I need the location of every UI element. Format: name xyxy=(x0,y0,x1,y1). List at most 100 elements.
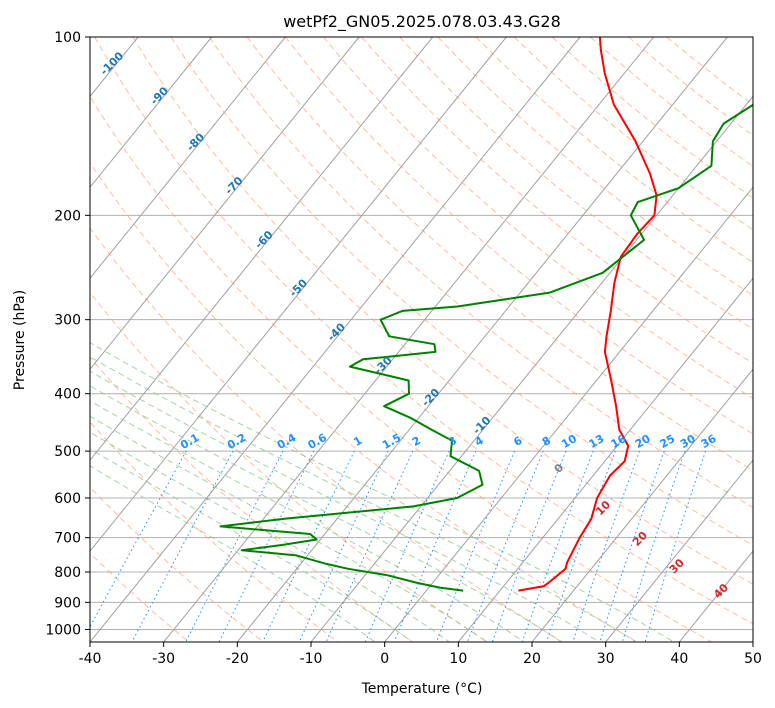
mixing-ratio-lines xyxy=(90,450,706,642)
mixing-ratio-label: 0.6 xyxy=(306,431,330,452)
moist-adiabat xyxy=(90,431,450,642)
dry-adiabat xyxy=(90,95,712,642)
isotherm-label: -50 xyxy=(287,276,310,299)
dry-adiabat xyxy=(437,37,753,297)
mixing-ratio-label: 6 xyxy=(511,434,524,449)
isotherm xyxy=(236,37,728,642)
y-tick-label: 600 xyxy=(54,491,81,507)
x-tick-label: 20 xyxy=(523,651,541,667)
dry-adiabat xyxy=(361,37,753,365)
mixing-ratio-label: 13 xyxy=(587,432,607,451)
moist-adiabat xyxy=(90,385,562,642)
mixing-ratio-label: 25 xyxy=(658,432,678,451)
chart-title: wetPf2_GN05.2025.078.03.43.G28 xyxy=(283,12,561,32)
dry-adiabat xyxy=(170,37,753,546)
isotherm xyxy=(90,37,213,189)
y-tick-label: 900 xyxy=(54,595,81,611)
y-tick-label: 200 xyxy=(54,208,81,224)
mixing-ratio-line xyxy=(90,450,187,628)
x-tick-label: 50 xyxy=(744,651,762,667)
isotherm xyxy=(90,37,581,642)
isotherm-label: -90 xyxy=(148,84,171,107)
isotherm-label: -70 xyxy=(222,174,245,197)
isotherm xyxy=(310,95,753,642)
dry-adiabat xyxy=(90,161,638,642)
dry-adiabat xyxy=(90,486,264,642)
mixing-ratio-line xyxy=(644,450,706,642)
dewpoint-line xyxy=(219,103,753,592)
isotherm xyxy=(90,37,434,461)
x-axis: -40 -30 -20 -10 0 10 20 30 40 50 xyxy=(79,642,762,667)
mixing-ratio-line xyxy=(185,450,284,642)
x-tick-label: 10 xyxy=(449,651,467,667)
mixing-ratio-line xyxy=(467,450,544,642)
mixing-ratio-line xyxy=(599,450,665,642)
y-axis-label: Pressure (hPa) xyxy=(12,290,28,390)
mixing-ratio-line xyxy=(393,450,477,642)
isotherm-label: -60 xyxy=(252,228,275,251)
line-labels: -100-90-80-70-60-50-40-30-20-100.1 0.2 0.4… xyxy=(98,49,732,601)
mixing-ratio-label: 20 xyxy=(633,432,653,451)
isotherm xyxy=(90,37,286,280)
x-axis-label: Temperature (°C) xyxy=(361,681,483,697)
dry-adiabat xyxy=(90,227,563,642)
moist-adiabat xyxy=(90,448,413,642)
isotherm-label: -10 xyxy=(470,414,493,437)
mixing-ratio-label: 36 xyxy=(699,432,719,451)
y-tick-label: 500 xyxy=(54,444,81,460)
moist-adiabat xyxy=(90,370,600,642)
isotherm xyxy=(90,37,360,370)
mixing-ratio-line xyxy=(621,450,686,642)
x-tick-label: -40 xyxy=(79,651,102,667)
dry-adiabat xyxy=(132,37,753,585)
y-tick-label: 300 xyxy=(54,313,81,329)
sounding-series xyxy=(219,37,753,592)
mixing-ratio-label: 0.2 xyxy=(225,431,248,452)
isotherm xyxy=(90,37,507,552)
isotherm-label: -40 xyxy=(325,320,348,343)
mixing-ratio-label: 2 xyxy=(410,434,423,449)
moist-adiabat xyxy=(90,415,488,642)
moist-adiabat xyxy=(90,356,637,642)
y-tick-label: 700 xyxy=(54,531,81,547)
mixing-ratio-line xyxy=(435,450,516,642)
moist-adiabat xyxy=(90,465,376,642)
mixing-ratio-line xyxy=(325,450,414,642)
theta-e-label: 40 xyxy=(711,581,731,601)
isotherms xyxy=(0,37,753,642)
x-tick-label: 40 xyxy=(670,651,688,667)
dry-adiabat xyxy=(90,421,339,642)
mixing-ratio-line xyxy=(545,450,616,642)
dry-adiabat xyxy=(90,552,190,642)
dry-adiabats xyxy=(90,37,753,642)
isotherm xyxy=(0,37,64,642)
temperature-line xyxy=(518,37,658,592)
moist-adiabats xyxy=(90,342,674,642)
moist-adiabat xyxy=(90,342,674,642)
dry-adiabat xyxy=(90,291,488,642)
y-tick-label: 1000 xyxy=(45,622,81,638)
mixing-ratio-line xyxy=(298,450,389,642)
dry-adiabat xyxy=(94,37,753,625)
theta-e-label: 20 xyxy=(630,529,650,549)
mixing-ratio-line xyxy=(572,450,641,642)
dry-adiabat xyxy=(590,37,753,168)
mixing-ratio-line xyxy=(131,450,234,642)
isotherm-label: -80 xyxy=(184,130,207,153)
isotherm xyxy=(752,641,753,642)
x-tick-label: -30 xyxy=(152,651,175,667)
x-tick-label: -20 xyxy=(226,651,249,667)
y-tick-label: 400 xyxy=(54,387,81,403)
dry-adiabat xyxy=(323,37,753,399)
mixing-ratio-label: 1.5 xyxy=(380,431,403,452)
isotherm xyxy=(384,186,753,642)
mixing-ratio-line xyxy=(218,450,315,642)
x-tick-label: 0 xyxy=(380,651,389,667)
dry-adiabat xyxy=(551,37,753,199)
y-tick-label: 100 xyxy=(54,30,81,46)
isotherm-label: -20 xyxy=(419,386,442,409)
x-tick-label: 30 xyxy=(597,651,615,667)
mixing-ratio-line xyxy=(262,450,355,642)
y-tick-label: 800 xyxy=(54,565,81,581)
